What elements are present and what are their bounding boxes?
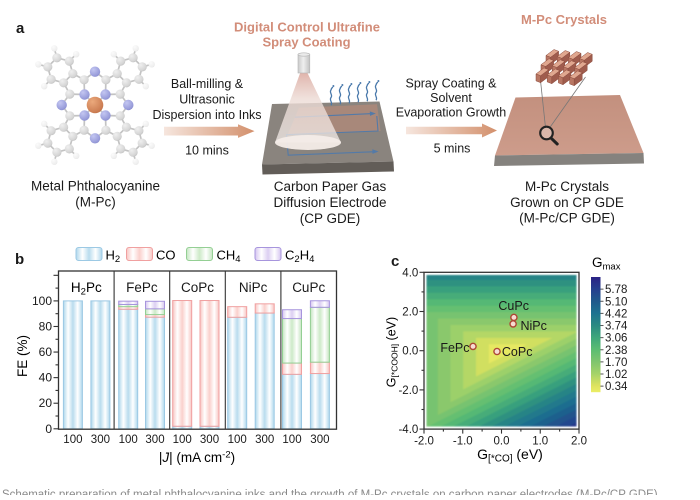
svg-text:2.38: 2.38 bbox=[605, 345, 627, 357]
svg-text:Carbon Paper Gas: Carbon Paper Gas bbox=[274, 179, 387, 194]
svg-text:CoPc: CoPc bbox=[502, 345, 533, 359]
svg-text:100: 100 bbox=[173, 434, 192, 446]
svg-text:Ultrasonic: Ultrasonic bbox=[179, 93, 235, 107]
svg-text:5.78: 5.78 bbox=[605, 284, 627, 296]
svg-text:0.0: 0.0 bbox=[494, 436, 510, 448]
svg-text:c: c bbox=[391, 253, 399, 270]
svg-text:40: 40 bbox=[39, 371, 53, 385]
svg-text:-1.0: -1.0 bbox=[453, 436, 473, 448]
svg-text:NiPc: NiPc bbox=[521, 319, 547, 333]
svg-text:2.0: 2.0 bbox=[402, 307, 418, 319]
svg-text:Metal Phthalocyanine: Metal Phthalocyanine bbox=[31, 179, 160, 194]
svg-text:2.0: 2.0 bbox=[571, 436, 587, 448]
svg-text:4.42: 4.42 bbox=[605, 308, 627, 320]
svg-text:0.0: 0.0 bbox=[402, 346, 418, 358]
svg-text:300: 300 bbox=[310, 434, 329, 446]
svg-text:100: 100 bbox=[63, 434, 82, 446]
svg-text:CuPc: CuPc bbox=[498, 299, 529, 313]
svg-text:20: 20 bbox=[39, 396, 53, 410]
svg-text:Evaporation Growth: Evaporation Growth bbox=[396, 106, 507, 120]
svg-text:b: b bbox=[15, 251, 24, 268]
svg-text:60: 60 bbox=[39, 345, 53, 359]
svg-text:a: a bbox=[16, 20, 25, 37]
svg-text:-2.0: -2.0 bbox=[414, 436, 434, 448]
svg-text:Schematic preparation of metal: Schematic preparation of metal phthalocy… bbox=[2, 489, 661, 495]
svg-text:1.70: 1.70 bbox=[605, 357, 627, 369]
svg-text:Ball-milling &: Ball-milling & bbox=[171, 77, 244, 91]
svg-text:Grown on CP GDE: Grown on CP GDE bbox=[510, 195, 624, 210]
svg-text:300: 300 bbox=[145, 434, 164, 446]
svg-text:Solvent: Solvent bbox=[430, 91, 472, 105]
svg-text:100: 100 bbox=[282, 434, 301, 446]
svg-text:FePc: FePc bbox=[126, 280, 158, 295]
svg-text:-4.0: -4.0 bbox=[398, 424, 418, 436]
svg-text:1.02: 1.02 bbox=[605, 369, 627, 381]
svg-text:Spray Coating: Spray Coating bbox=[262, 35, 350, 50]
svg-text:H2Pc: H2Pc bbox=[71, 280, 102, 298]
svg-text:FE (%): FE (%) bbox=[15, 335, 30, 377]
svg-text:Dispersion into Inks: Dispersion into Inks bbox=[152, 108, 261, 122]
svg-text:FePc: FePc bbox=[440, 341, 469, 355]
svg-text:NiPc: NiPc bbox=[239, 280, 268, 295]
svg-text:M-Pc Crystals: M-Pc Crystals bbox=[525, 179, 609, 194]
svg-text:300: 300 bbox=[255, 434, 274, 446]
svg-text:0.34: 0.34 bbox=[605, 381, 628, 393]
svg-text:Digital Control Ultrafine: Digital Control Ultrafine bbox=[234, 20, 380, 35]
svg-text:3.74: 3.74 bbox=[605, 321, 628, 333]
svg-text:100: 100 bbox=[228, 434, 247, 446]
svg-text:5 mins: 5 mins bbox=[434, 142, 471, 156]
svg-text:CO: CO bbox=[156, 248, 176, 263]
svg-text:0: 0 bbox=[45, 422, 52, 436]
svg-text:100: 100 bbox=[32, 294, 52, 308]
svg-text:(M-Pc): (M-Pc) bbox=[75, 195, 116, 210]
svg-text:-2.0: -2.0 bbox=[398, 385, 418, 397]
svg-text:10 mins: 10 mins bbox=[185, 144, 229, 158]
svg-text:Spray Coating &: Spray Coating & bbox=[405, 77, 497, 91]
svg-text:M-Pc Crystals: M-Pc Crystals bbox=[521, 12, 607, 27]
svg-text:Diffusion Electrode: Diffusion Electrode bbox=[273, 195, 386, 210]
svg-text:(CP GDE): (CP GDE) bbox=[300, 211, 361, 226]
svg-text:80: 80 bbox=[39, 320, 53, 334]
svg-text:300: 300 bbox=[200, 434, 219, 446]
svg-text:5.10: 5.10 bbox=[605, 296, 627, 308]
svg-text:CoPc: CoPc bbox=[181, 280, 214, 295]
svg-text:4.0: 4.0 bbox=[402, 267, 418, 279]
svg-text:CuPc: CuPc bbox=[292, 280, 325, 295]
svg-text:3.06: 3.06 bbox=[605, 333, 627, 345]
svg-text:300: 300 bbox=[91, 434, 110, 446]
svg-text:100: 100 bbox=[119, 434, 138, 446]
svg-text:(M-Pc/CP GDE): (M-Pc/CP GDE) bbox=[519, 211, 615, 226]
